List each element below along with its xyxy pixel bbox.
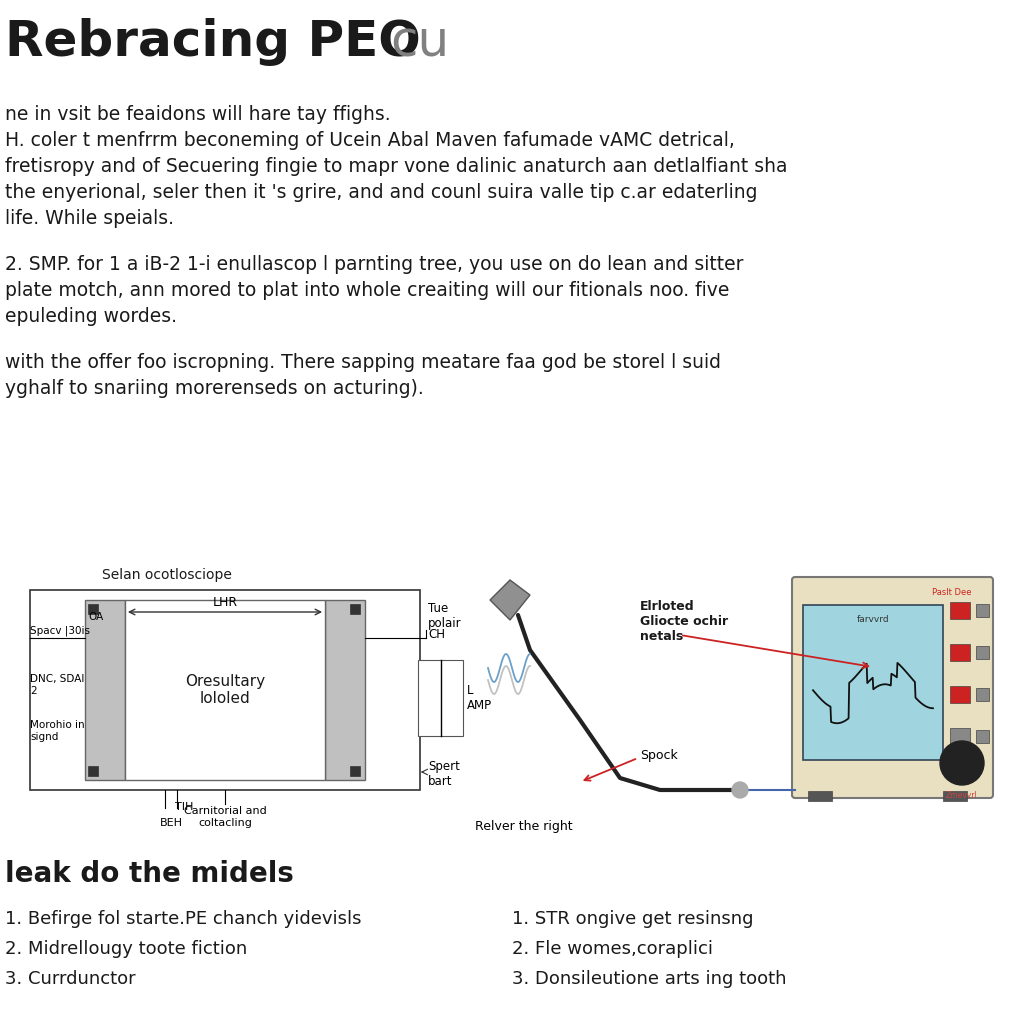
Bar [85,600,125,780]
Bar [950,686,970,703]
Text: 3. Donsileutione arts ing tooth: 3. Donsileutione arts ing tooth [512,970,786,988]
Text: Selan ocotlosciope: Selan ocotlosciope [101,568,231,582]
Bar [803,605,943,760]
Bar [125,600,325,780]
Text: fretisropy and of Secuering fingie to mapr vone dalinic anaturch aan detlalfiant: fretisropy and of Secuering fingie to ma… [5,157,787,176]
Text: Spacv |30is: Spacv |30is [30,626,90,636]
Text: the enyerional, seler then it 's grire, and and counl suira valle tip c.ar edate: the enyerional, seler then it 's grire, … [5,183,758,202]
Bar [30,590,420,790]
Text: Paslt Dee: Paslt Dee [932,588,972,597]
Bar [418,660,463,736]
Text: Relver the right: Relver the right [475,820,572,833]
Bar [950,728,970,745]
Bar [976,730,989,743]
Text: CH: CH [428,628,445,640]
Text: farvvrd: farvvrd [857,615,889,624]
Text: 3. Currdunctor: 3. Currdunctor [5,970,135,988]
Bar [943,791,967,801]
Text: L
AMP: L AMP [467,684,493,712]
Bar [950,644,970,662]
Text: 1. STR ongive get resinsng: 1. STR ongive get resinsng [512,910,754,928]
Text: leak do the midels: leak do the midels [5,860,294,888]
Text: Spock: Spock [640,749,678,762]
Text: Spert
bart: Spert bart [428,760,460,788]
Bar [976,646,989,659]
Bar [808,791,831,801]
Text: plate motch, ann mored to plat into whole creaiting will our fitionals noo. five: plate motch, ann mored to plat into whol… [5,281,729,300]
Text: 2. SMP. for 1 a iB-2 1-i enullascop l parnting tree, you use on do lean and sitt: 2. SMP. for 1 a iB-2 1-i enullascop l pa… [5,255,743,274]
Text: 2. Midrellougy toote fiction: 2. Midrellougy toote fiction [5,940,247,958]
Text: Morohio in
signd: Morohio in signd [30,720,85,741]
Circle shape [940,741,984,785]
Text: epuleding wordes.: epuleding wordes. [5,307,177,326]
Text: life. While speials.: life. While speials. [5,209,174,228]
Bar [950,602,970,618]
Text: 2. Fle womes,coraplici: 2. Fle womes,coraplici [512,940,713,958]
Text: BEH: BEH [160,818,183,828]
Text: Carnitorial and
coltacling: Carnitorial and coltacling [183,806,266,827]
Text: Zmevvrl: Zmevvrl [946,791,978,800]
Text: DNC, SDAI
2: DNC, SDAI 2 [30,674,84,695]
Text: OA: OA [88,612,103,622]
Circle shape [732,782,748,798]
Bar [325,600,365,780]
Text: TIH: TIH [175,802,194,812]
Text: cu: cu [390,18,450,66]
Polygon shape [490,580,530,620]
Bar [976,604,989,617]
Text: with the offer foo iscropning. There sapping meatare faa god be storel l suid: with the offer foo iscropning. There sap… [5,353,721,372]
Text: LHR: LHR [212,596,238,609]
Bar [88,766,98,776]
Text: Elrloted
Gliocte ochir
netals: Elrloted Gliocte ochir netals [640,600,728,643]
Text: Rebracing PEO: Rebracing PEO [5,18,421,66]
Text: yghalf to snariing morerenseds on acturing).: yghalf to snariing morerenseds on acturi… [5,379,424,398]
Bar [350,604,360,614]
Text: H. coler t menfrrm beconeming of Ucein Abal Maven fafumade vAMC detrical,: H. coler t menfrrm beconeming of Ucein A… [5,131,735,150]
Text: Tue
polair: Tue polair [428,602,462,630]
FancyBboxPatch shape [792,577,993,798]
Bar [88,604,98,614]
Bar [350,766,360,776]
Text: 1. Befirge fol starte.PE chanch yidevisls: 1. Befirge fol starte.PE chanch yidevisl… [5,910,361,928]
Text: Oresultary
lololed: Oresultary lololed [185,674,265,707]
Text: ne in vsit be feaidons will hare tay ffighs.: ne in vsit be feaidons will hare tay ffi… [5,105,390,124]
Bar [976,688,989,701]
